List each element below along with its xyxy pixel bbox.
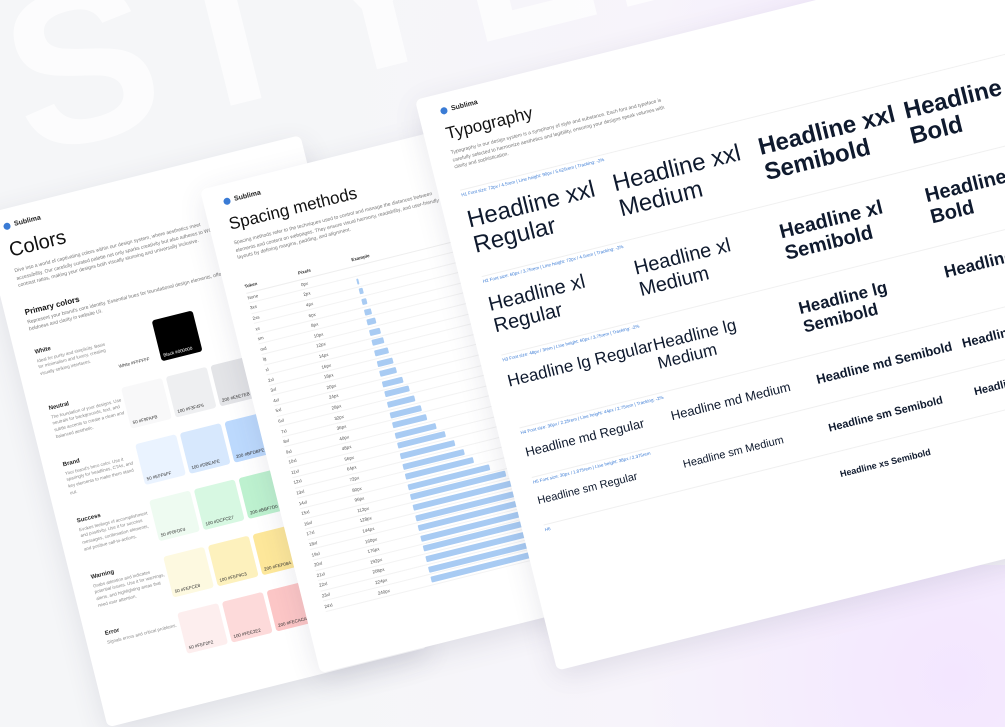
color-swatch: Black #000000 bbox=[151, 309, 203, 361]
color-swatch: 50 #F9FAFB bbox=[120, 377, 172, 429]
swatch-label: 100 #F3F4F6 bbox=[176, 402, 205, 414]
brand-name: Sublima bbox=[13, 214, 42, 228]
logo-icon bbox=[2, 222, 12, 231]
color-swatch: 100 #FEE2E2 bbox=[221, 591, 273, 643]
swatch-label: 100 #DCFCE7 bbox=[204, 514, 235, 527]
typography-sample: Headline xs Semibold bbox=[838, 446, 932, 480]
color-row-label: Error Signals errors and critical problem… bbox=[104, 613, 181, 646]
logo-icon bbox=[222, 197, 232, 206]
color-swatch: 100 #FEF9C3 bbox=[207, 535, 259, 586]
color-row-label: Warning Grabs attention and indicates pot… bbox=[90, 556, 171, 609]
swatch-label: 200 #FEF08A bbox=[263, 559, 292, 572]
spacing-bar bbox=[366, 317, 377, 326]
swatch-label: 50 #F0FDF4 bbox=[160, 526, 186, 538]
spacing-bar bbox=[358, 288, 364, 295]
typography-sample: Headline lg Bold bbox=[942, 231, 1005, 283]
color-row-desc: The foundation of your designs. Use neut… bbox=[50, 396, 125, 439]
brand-name: Sublima bbox=[450, 99, 479, 113]
typography-sample bbox=[694, 470, 840, 506]
swatch-label: 50 #FEF2F2 bbox=[188, 638, 214, 650]
swatch-label: 200 #BFDBFE bbox=[235, 446, 265, 459]
color-row-label: Success Evokes feelings of accomplishment… bbox=[76, 500, 157, 553]
spacing-bar bbox=[356, 278, 360, 285]
swatch-label: White #FFFFFF bbox=[118, 355, 151, 369]
typography-meta: H6 bbox=[544, 526, 552, 533]
typography-sample: Headline xxl Medium bbox=[609, 138, 744, 223]
swatch-label: 200 #BBF7D0 bbox=[249, 503, 279, 515]
spacing-bar bbox=[363, 307, 373, 316]
color-row-desc: Grabs attention and indicates potential … bbox=[92, 569, 166, 608]
spacing-bar bbox=[361, 298, 368, 306]
color-swatch: White #FFFFFF bbox=[106, 321, 158, 373]
color-swatch: 100 #F3F4F6 bbox=[165, 366, 217, 418]
typography-sample: Headline lg Regular bbox=[505, 336, 656, 391]
typography-sample: Headline xl Bold bbox=[922, 160, 1005, 229]
typography-sample bbox=[548, 507, 694, 543]
swatch-label: 200 #E5E7EB bbox=[221, 390, 250, 403]
spacing-bar bbox=[371, 337, 385, 347]
brand-name: Sublima bbox=[233, 189, 262, 203]
swatch-label: 100 #FEF9C3 bbox=[218, 570, 248, 583]
swatch-label: Black #000000 bbox=[162, 345, 193, 358]
color-row-label: Brand Your brand's hero color. Use it spa… bbox=[62, 444, 143, 497]
color-swatch: 50 #EFF6FF bbox=[134, 433, 186, 485]
color-row-desc: Signals errors and critical problems. bbox=[106, 622, 178, 645]
typography-sample: Headline xxl Bold bbox=[900, 64, 1005, 150]
swatch-label: 100 #FEE2E2 bbox=[232, 626, 262, 639]
color-row-desc: Ideal for purity and simplicity. Basis f… bbox=[36, 341, 107, 377]
color-swatch: 50 #FEFCE8 bbox=[163, 546, 214, 598]
color-row-desc: Your brand's hero color. Use it sparingl… bbox=[64, 456, 135, 496]
typography-sample: Headline xxl Semibold bbox=[755, 100, 898, 186]
swatch-label: 100 #DBEAFE bbox=[190, 457, 221, 470]
typography-sample: Headline md Bold bbox=[960, 309, 1005, 351]
swatch-label: 200 #FECACA bbox=[277, 615, 308, 628]
spacing-bar bbox=[374, 347, 390, 357]
typography-sample: Headline sm Bold bbox=[972, 364, 1005, 399]
color-swatch: 100 #DCFCE7 bbox=[193, 478, 245, 530]
color-row-label: White Ideal for purity and simplicity. Ba… bbox=[34, 331, 114, 378]
typography-sample bbox=[985, 398, 1005, 434]
swatch-label: 50 #FEFCE8 bbox=[174, 582, 201, 594]
swatch-label: 50 #EFF6FF bbox=[146, 469, 172, 481]
spacing-bar bbox=[368, 327, 381, 336]
color-row-label: Neutral The foundation of your designs. U… bbox=[48, 388, 129, 441]
color-swatch: 50 #FEF2F2 bbox=[177, 602, 228, 654]
color-swatch: 100 #DBEAFE bbox=[179, 422, 231, 474]
color-swatch: 50 #F0FDF4 bbox=[148, 489, 200, 541]
swatch-label: 50 #F9FAFB bbox=[132, 413, 158, 425]
logo-icon bbox=[439, 106, 449, 116]
color-row-desc: Evokes feelings of accomplishment and po… bbox=[78, 509, 150, 552]
